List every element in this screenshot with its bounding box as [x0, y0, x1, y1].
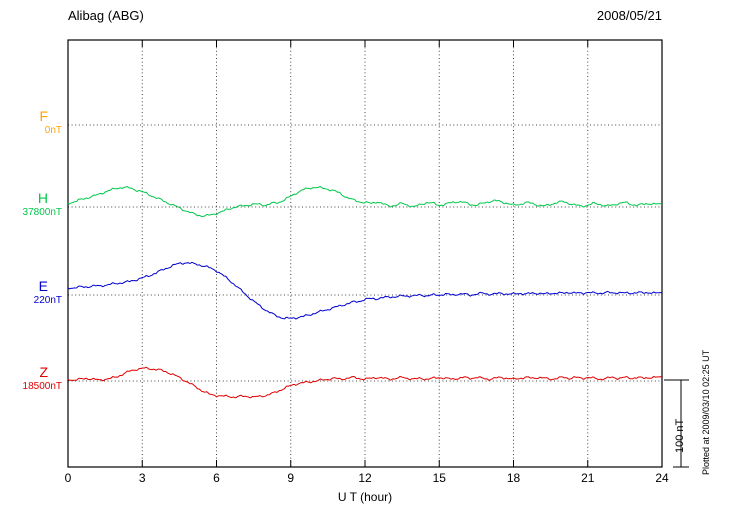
- channel-letter-H: H: [37, 190, 48, 206]
- channel-letter-E: E: [38, 278, 48, 294]
- channel-letter-Z: Z: [39, 364, 48, 380]
- x-tick-label-21: 21: [581, 471, 595, 485]
- plotted-at-note: Plotted at 2009/03/10 02:25 UT: [701, 349, 711, 475]
- channel-label-E: E 220nT: [0, 279, 62, 306]
- x-tick-label-12: 12: [358, 471, 372, 485]
- x-tick-label-24: 24: [655, 471, 669, 485]
- channel-label-Z: Z 18500nT: [0, 365, 62, 392]
- x-tick-label-15: 15: [432, 471, 446, 485]
- plot-date: 2008/05/21: [596, 8, 662, 23]
- x-tick-label-0: 0: [64, 471, 72, 485]
- channel-baseline-H: 37800nT: [22, 207, 62, 218]
- scale-bar-label: 100 nT: [674, 418, 686, 453]
- channel-letter-F: F: [39, 108, 48, 124]
- x-axis-title: U T (hour): [337, 490, 393, 504]
- trace-H: [67, 186, 663, 218]
- channel-baseline-E: 220nT: [33, 295, 62, 306]
- plot-border: [67, 39, 663, 468]
- trace-Z: [67, 366, 663, 399]
- channel-baseline-F: 0nT: [44, 125, 62, 136]
- channel-baseline-Z: 18500nT: [22, 381, 62, 392]
- channel-label-H: H 37800nT: [0, 191, 62, 218]
- channel-label-F: F 0nT: [0, 109, 62, 136]
- x-tick-label-9: 9: [287, 471, 295, 485]
- trace-E: [67, 261, 663, 320]
- x-tick-label-6: 6: [213, 471, 220, 485]
- x-tick-label-18: 18: [506, 471, 521, 485]
- station-title: Alibag (ABG): [68, 8, 144, 23]
- x-tick-label-3: 3: [138, 471, 146, 485]
- x-axis-tick-labels: 0 3 6 9 12 15 18 21 24: [0, 471, 730, 487]
